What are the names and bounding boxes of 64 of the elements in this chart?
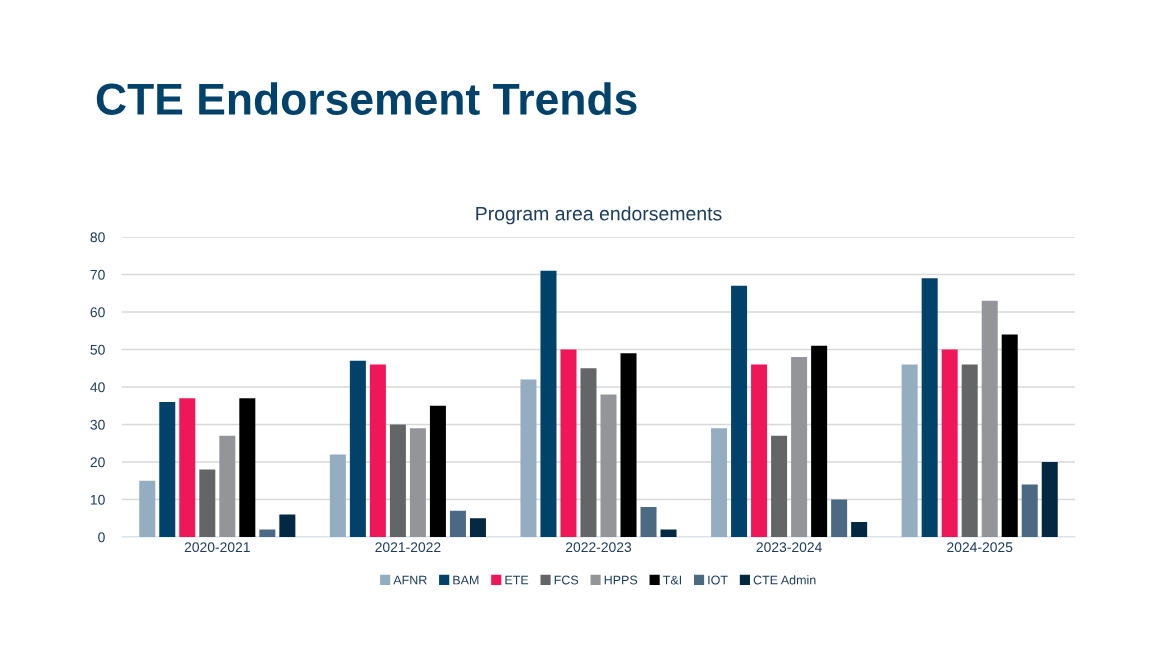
legend-label: BAM (453, 575, 479, 585)
bar (429, 405, 446, 537)
bar (369, 364, 386, 537)
bar (1021, 484, 1038, 537)
bar (389, 424, 406, 537)
legend-label: AFNR (393, 575, 427, 585)
y-tick-label: 60 (90, 307, 105, 318)
bar (580, 368, 597, 537)
x-tick-label: 2020-2021 (184, 542, 250, 553)
bar (329, 454, 346, 537)
bar (600, 394, 617, 537)
bar (520, 379, 537, 537)
bar (851, 522, 868, 537)
y-tick-label: 80 (90, 232, 105, 243)
bar (560, 349, 577, 537)
bar (179, 398, 196, 537)
y-tick-label: 30 (90, 419, 105, 430)
bar (279, 514, 296, 537)
bar (239, 398, 256, 537)
bar (540, 270, 557, 537)
bar (901, 364, 918, 537)
bar (921, 278, 938, 537)
bar (791, 357, 808, 537)
bar (751, 364, 768, 537)
bar (961, 364, 978, 537)
bar (449, 510, 466, 537)
bar (159, 402, 176, 537)
bar (259, 529, 276, 537)
legend-label: HPPS (604, 575, 638, 585)
x-tick-label: 2021-2022 (375, 542, 441, 553)
bar (941, 349, 958, 537)
bar (1041, 462, 1058, 537)
y-tick-label: 10 (90, 494, 105, 505)
bar (981, 300, 998, 537)
bar (409, 428, 426, 537)
legend-label: FCS (554, 575, 579, 585)
bar (771, 435, 788, 537)
bar (640, 507, 657, 537)
chart-title: CTE Endorsement Trends (96, 82, 637, 115)
bar (469, 518, 486, 537)
bar (199, 469, 216, 537)
y-tick-label: 40 (90, 382, 105, 393)
legend-label: ETE (505, 575, 529, 585)
legend-label: IOT (708, 575, 728, 585)
bar (711, 428, 728, 537)
bar (660, 529, 677, 537)
bar (811, 345, 828, 537)
x-tick-label: 2024-2025 (947, 542, 1013, 553)
bar (139, 480, 156, 537)
y-tick-label: 0 (98, 532, 105, 543)
bar (620, 353, 637, 537)
y-tick-label: 70 (90, 269, 105, 280)
legend-label: T&I (663, 575, 682, 585)
bar (831, 499, 848, 537)
x-tick-label: 2023-2024 (756, 542, 822, 553)
bar (349, 360, 366, 537)
chart-subtitle: Program area endorsements (476, 206, 722, 225)
legend-label: CTE Admin (753, 575, 816, 585)
bar (1001, 334, 1018, 537)
bar (731, 285, 748, 537)
x-tick-label: 2022-2023 (565, 542, 632, 553)
y-tick-label: 20 (90, 457, 105, 468)
y-tick-label: 50 (90, 344, 105, 355)
bar (219, 435, 236, 537)
